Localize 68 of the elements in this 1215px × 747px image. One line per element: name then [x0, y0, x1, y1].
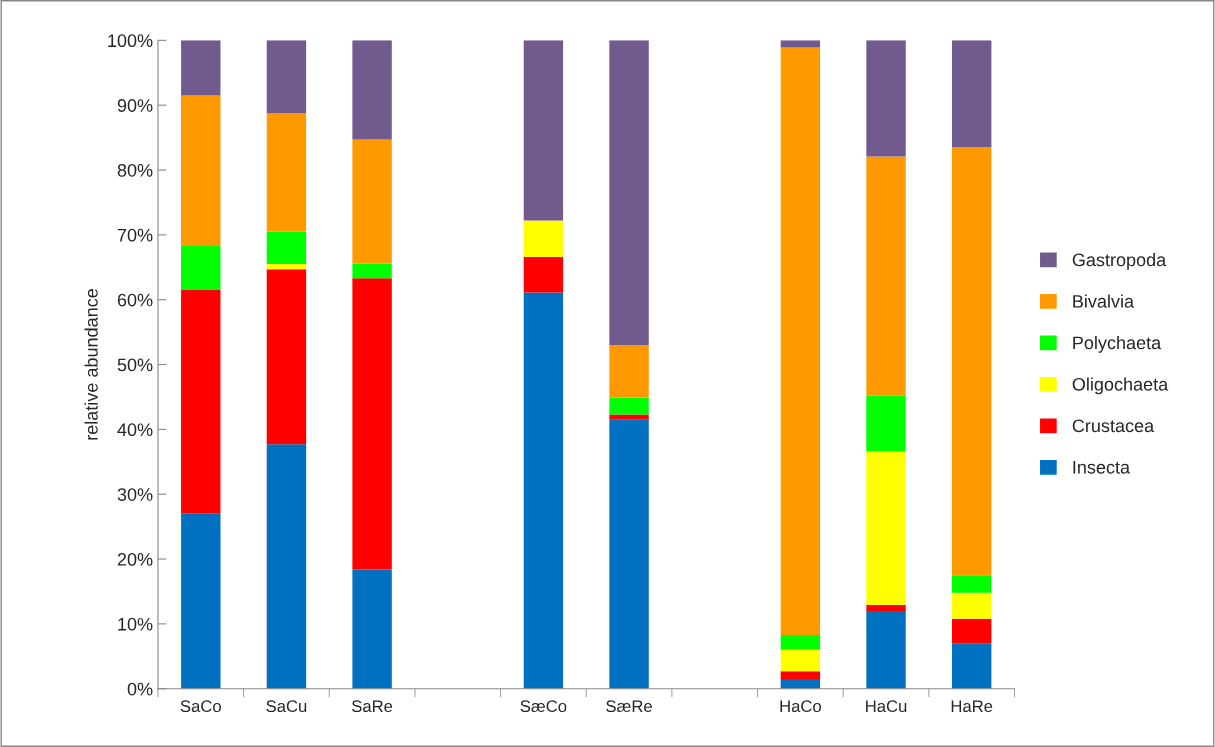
bar [952, 643, 992, 689]
y-tick-label: 60% [117, 293, 153, 307]
legend-label: Bivalvia [1073, 294, 1135, 308]
x-tick-label: HaCu [866, 700, 907, 713]
bar [181, 289, 221, 514]
bar [866, 156, 906, 396]
bar [352, 40, 392, 140]
bar [866, 40, 906, 157]
y-tick-label: 100% [108, 34, 153, 48]
bar [952, 147, 992, 576]
bar [780, 649, 821, 672]
x-tick-label: HaCo [780, 700, 821, 713]
y-tick-label: 40% [117, 423, 153, 437]
bar [952, 592, 992, 619]
legend-label: Gastropoda [1072, 253, 1167, 270]
bar [952, 575, 992, 593]
bar [866, 605, 906, 611]
bar [266, 444, 307, 689]
bar [266, 231, 307, 265]
bar [609, 414, 649, 420]
y-tick-label: 50% [117, 358, 153, 372]
bar [780, 634, 821, 650]
legend-label: Insecta [1073, 461, 1131, 474]
y-tick-label: 30% [117, 488, 153, 501]
bar [266, 264, 307, 270]
bar [523, 40, 564, 221]
bar [609, 397, 649, 415]
x-tick-label: SaCo [180, 700, 221, 713]
y-tick-label: 20% [117, 552, 153, 566]
x-tick-label: HaRe [951, 700, 993, 713]
bar [780, 679, 821, 689]
y-tick-label: 0% [127, 682, 153, 696]
bar [609, 419, 649, 689]
y-tick-label: 80% [117, 163, 153, 177]
bar [181, 40, 221, 96]
legend-label: Polychaeta [1073, 335, 1162, 353]
bar [266, 112, 307, 232]
bar [181, 513, 221, 689]
bar [780, 671, 821, 680]
bar [866, 451, 906, 606]
bar [352, 139, 392, 264]
bar [181, 95, 221, 246]
bar [609, 40, 649, 346]
bar [523, 256, 564, 293]
bar [952, 618, 992, 644]
x-tick-label: SaCu [266, 700, 307, 713]
y-tick-label: 10% [118, 617, 153, 631]
legend-label: Oligochaeta [1072, 377, 1169, 395]
bar [609, 345, 649, 398]
bar [352, 278, 392, 570]
y-tick-label: 90% [117, 99, 153, 112]
x-tick-label: SæRe [606, 700, 652, 713]
bar [266, 269, 307, 445]
x-tick-label: SæCo [520, 700, 567, 713]
bar [866, 610, 906, 689]
bar [866, 395, 906, 452]
x-tick-label: SaRe [352, 700, 393, 713]
bar [952, 40, 992, 148]
bar [181, 245, 221, 290]
bar [352, 263, 392, 279]
bar [780, 47, 821, 635]
bar [352, 569, 392, 689]
y-axis-title: relative abundance [84, 289, 98, 440]
bar [266, 40, 307, 113]
legend-label: Crustacea [1072, 419, 1155, 433]
y-tick-label: 70% [117, 228, 153, 242]
bar [523, 220, 564, 257]
bar [523, 292, 564, 689]
